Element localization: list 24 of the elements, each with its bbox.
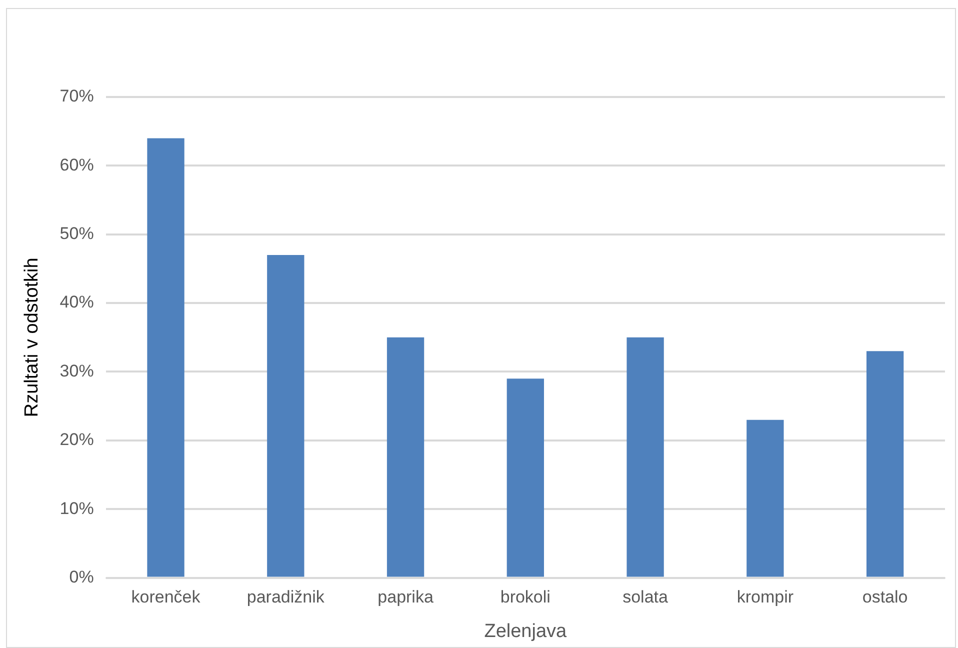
x-tick-label: paradižnik	[246, 588, 325, 607]
x-tick-label: paprika	[378, 588, 434, 607]
y-tick-label: 30%	[60, 361, 94, 380]
x-tick-label: korenček	[131, 588, 201, 607]
bar	[866, 351, 904, 577]
x-tick-label: solata	[622, 588, 669, 607]
y-tick-label: 10%	[60, 498, 94, 518]
bar	[267, 254, 304, 577]
x-axis-title: Zelenjava	[484, 620, 568, 642]
y-tick-label: 40%	[60, 292, 94, 312]
bar	[626, 337, 664, 577]
bar	[386, 337, 424, 577]
bar	[147, 138, 184, 577]
y-axis-title: Rzultati v odstotkih	[22, 258, 43, 418]
y-tick-label: 70%	[60, 86, 94, 106]
y-tick-label: 60%	[60, 155, 94, 174]
x-tick-label: krompir	[736, 588, 794, 607]
y-tick-label: 50%	[60, 224, 94, 244]
x-tick-label: brokoli	[500, 588, 550, 607]
y-tick-label: 20%	[60, 430, 94, 450]
bar	[746, 420, 784, 577]
bar	[506, 378, 544, 577]
x-tick-label: ostalo	[862, 588, 908, 607]
y-tick-label: 0%	[69, 567, 94, 586]
